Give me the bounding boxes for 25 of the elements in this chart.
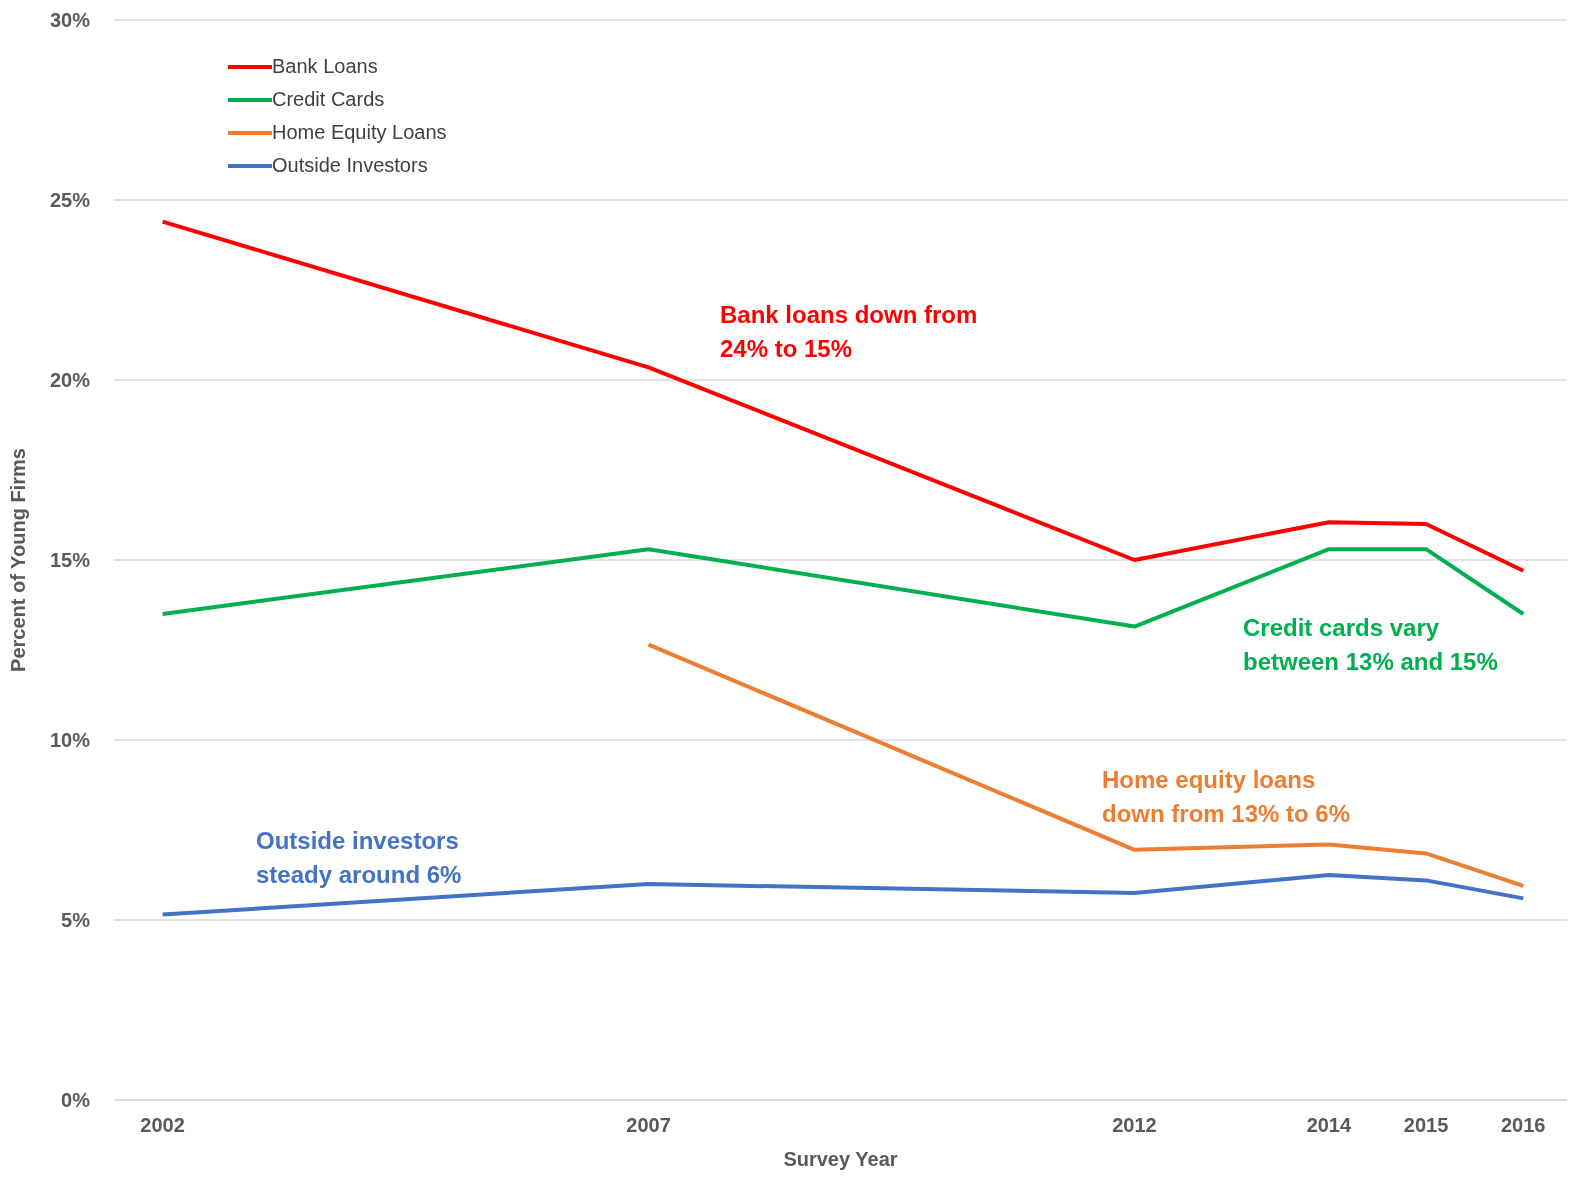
x-tick-label: 2012 [1112,1114,1157,1137]
legend-label: Home Equity Loans [272,120,447,145]
annotation: Credit cards vary between 13% and 15% [1243,613,1498,677]
line-series [646,642,1526,888]
y-tick-label: 0% [61,1089,91,1112]
legend-label: Outside Investors [272,153,428,178]
y-axis-title: Percent of Young Firms [7,448,30,672]
legend-label: Bank Loans [272,54,378,79]
y-tick-label: 15% [49,549,91,572]
annotation: Bank loans down from 24% to 15% [720,300,978,364]
x-tick-label: 2016 [1501,1114,1546,1137]
y-tick-label: 20% [49,369,91,392]
y-tick-label: 30% [49,9,91,32]
line-series [160,219,1526,573]
x-tick-label: 2002 [140,1114,185,1137]
x-tick-label: 2007 [626,1114,671,1137]
y-tick-label: 10% [49,729,91,752]
x-axis-title: Survey Year [783,1148,898,1170]
legend-label: Credit Cards [272,87,385,112]
annotation: Home equity loans down from 13% to 6% [1102,765,1351,829]
annotation: Outside investors steady around 6% [256,826,462,890]
x-tick-label: 2015 [1403,1114,1449,1137]
y-tick-label: 25% [49,189,91,212]
y-tick-label: 5% [61,909,91,932]
x-tick-label: 2014 [1306,1114,1352,1137]
